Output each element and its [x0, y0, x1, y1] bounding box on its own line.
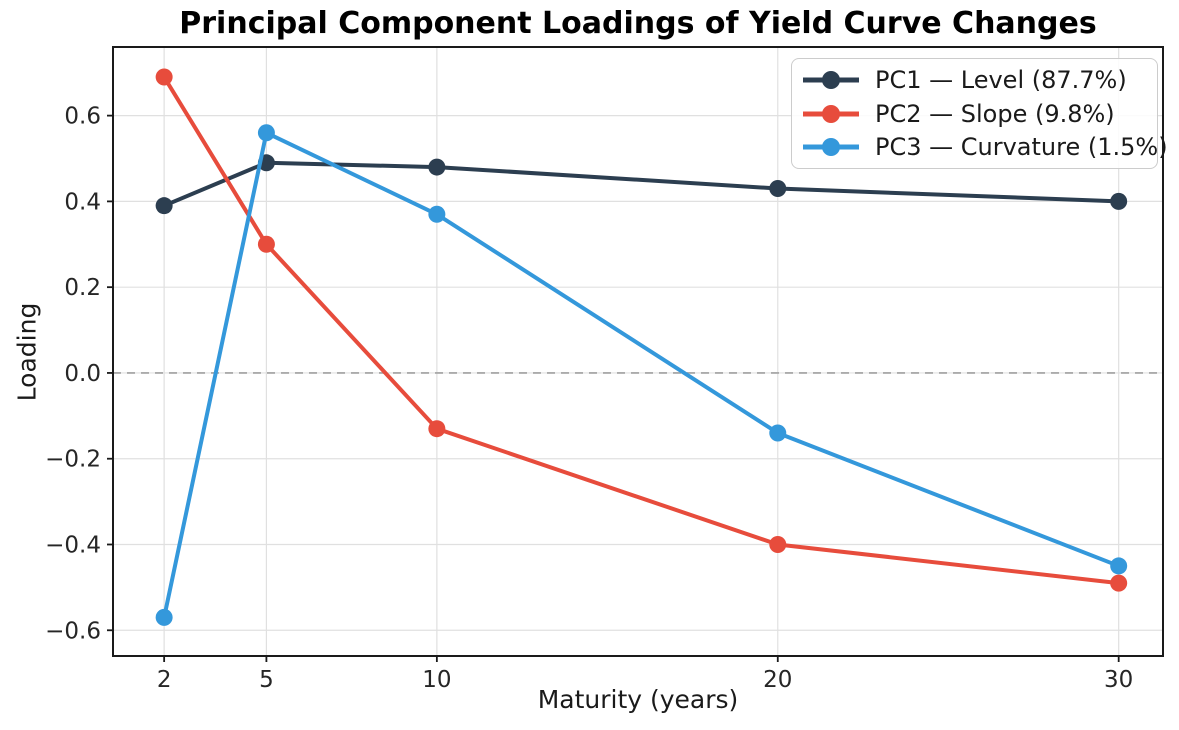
y-tick-label: −0.4	[45, 532, 101, 558]
data-point	[769, 180, 787, 198]
x-tick-label: 20	[763, 667, 792, 693]
legend-item-pc3: PC3 — Curvature (1.5%)	[800, 130, 1168, 164]
data-point	[1110, 574, 1128, 592]
legend-line-marker-icon	[803, 70, 859, 89]
series-line-0	[162, 160, 1121, 208]
data-point	[1110, 192, 1128, 210]
legend-line-marker-icon	[803, 138, 859, 157]
legend-label: PC3 — Curvature (1.5%)	[875, 133, 1168, 162]
legend-label: PC1 — Level (87.7%)	[875, 65, 1127, 94]
data-point	[428, 205, 446, 223]
x-tick-label: 30	[1104, 667, 1133, 693]
x-tick-label: 10	[422, 667, 451, 693]
data-point	[155, 608, 173, 626]
data-point	[428, 420, 446, 438]
data-point	[1110, 557, 1128, 575]
chart-title: Principal Component Loadings of Yield Cu…	[179, 6, 1097, 41]
legend-label: PC2 — Slope (9.8%)	[875, 99, 1115, 128]
data-point	[769, 535, 787, 553]
legend-line-marker-icon	[803, 104, 859, 123]
y-tick-label: −0.2	[45, 447, 101, 473]
data-point	[769, 424, 787, 442]
y-tick-label: 0.4	[64, 189, 101, 215]
y-tick-label: −0.6	[45, 618, 101, 644]
data-point	[257, 124, 275, 142]
axes-frame	[112, 46, 1164, 657]
x-axis-title: Maturity (years)	[537, 685, 739, 714]
y-tick-label: 0.2	[64, 275, 101, 301]
legend-item-pc1: PC1 — Level (87.7%)	[800, 63, 1145, 97]
data-point	[257, 235, 275, 253]
y-axis-title: Loading	[12, 302, 42, 402]
x-tick-label: 5	[259, 667, 274, 693]
y-tick-label: 0.0	[64, 361, 101, 387]
data-point	[428, 158, 446, 176]
legend-item-pc2: PC2 — Slope (9.8%)	[800, 97, 1145, 131]
legend: PC1 — Level (87.7%) PC2 — Slope (9.8%) P…	[791, 58, 1168, 169]
data-point	[155, 68, 173, 86]
x-tick-label: 2	[157, 667, 172, 693]
y-tick-label: 0.6	[64, 104, 101, 130]
data-point	[155, 197, 173, 215]
